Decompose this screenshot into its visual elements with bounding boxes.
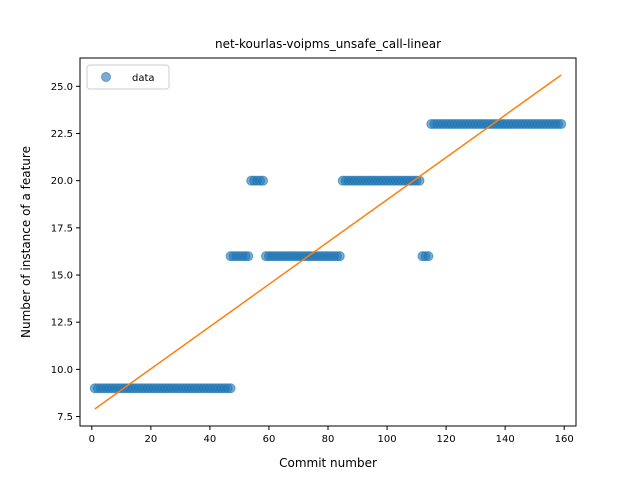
data-point [258,175,269,186]
x-tick-label: 20 [144,434,157,445]
y-tick-label: 10.0 [51,365,73,376]
scatter-series-data [89,119,567,394]
y-tick-label: 12.5 [51,318,73,329]
x-tick-label: 0 [89,434,95,445]
y-tick-label: 22.5 [51,129,73,140]
y-tick-label: 25.0 [51,82,73,93]
x-tick-label: 160 [555,434,574,445]
data-point [423,251,434,262]
y-tick-label: 7.5 [57,412,73,423]
data-point [243,251,254,262]
y-tick-label: 20.0 [51,176,73,187]
x-tick-label: 80 [322,434,335,445]
x-tick-label: 120 [437,434,456,445]
x-tick-label: 140 [496,434,515,445]
data-point [225,383,236,394]
legend-marker [101,72,111,82]
x-tick-label: 100 [378,434,397,445]
y-axis-label: Number of instance of a feature [19,146,33,338]
chart-title: net-kourlas-voipms_unsafe_call-linear [215,37,441,51]
legend-box [86,64,170,90]
data-point [414,175,425,186]
x-tick-label: 60 [263,434,276,445]
linear-fit-line [94,74,562,410]
data-point [556,119,567,130]
x-axis-label: Commit number [279,456,377,470]
x-tick-label: 40 [204,434,217,445]
data-point [334,251,345,262]
legend-entry-data: data [132,73,155,84]
y-tick-label: 17.5 [51,223,73,234]
legend: data [86,64,170,90]
y-tick-label: 15.0 [51,271,73,282]
